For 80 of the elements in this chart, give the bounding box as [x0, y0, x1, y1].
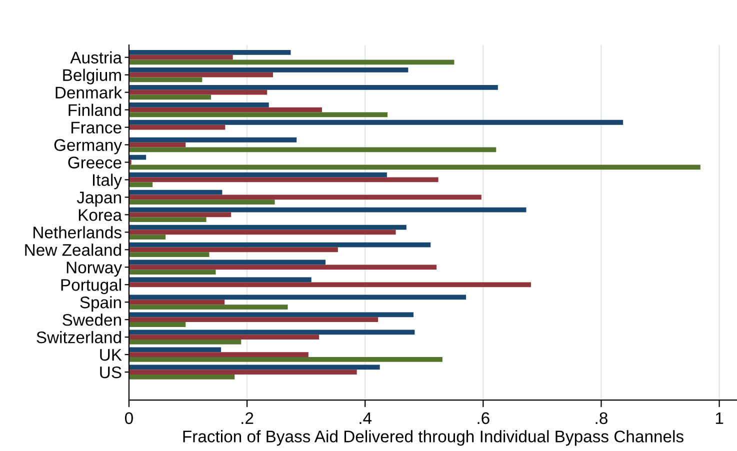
bar — [128, 164, 700, 170]
bar — [128, 154, 146, 160]
y-tick-label: New Zealand — [25, 244, 121, 256]
x-tick-label: .8 — [596, 412, 608, 424]
y-tick-label: Denmark — [56, 86, 122, 99]
bar — [128, 224, 406, 230]
bar — [128, 212, 232, 218]
bar — [128, 67, 408, 72]
y-tick-label: Finland — [68, 104, 121, 116]
y-tick-label: Korea — [78, 209, 122, 221]
y-tick-label: Germany — [54, 139, 122, 154]
bar — [128, 172, 387, 178]
bar — [128, 84, 498, 90]
x-tick-label: .4 — [360, 412, 372, 424]
y-tick-label: Belgium — [63, 68, 121, 84]
bar — [128, 72, 274, 78]
bar — [128, 234, 166, 240]
bar — [128, 364, 380, 370]
bar — [128, 264, 437, 270]
y-tick-label: US — [100, 366, 122, 378]
bar — [128, 357, 442, 362]
bar — [128, 94, 212, 100]
y-tick-label: Norway — [66, 262, 122, 277]
bar — [128, 334, 320, 340]
y-tick-label: Portugal — [61, 278, 121, 294]
x-tick-label: 0 — [124, 412, 133, 424]
bar — [128, 107, 322, 112]
bar — [128, 270, 216, 274]
bar — [128, 190, 222, 195]
bar — [128, 294, 466, 300]
bar — [128, 217, 206, 222]
bar — [128, 340, 242, 344]
bar — [128, 374, 235, 380]
x-tick-label: 1 — [716, 412, 724, 424]
x-tick-label: .6 — [478, 412, 490, 424]
bar — [128, 370, 357, 375]
bar — [128, 77, 202, 82]
bar — [128, 242, 431, 248]
bar — [128, 312, 414, 318]
bar — [128, 347, 222, 352]
bar — [128, 90, 268, 95]
y-tick-label: France — [72, 122, 122, 134]
bar — [128, 147, 496, 152]
y-tick-label: UK — [100, 349, 122, 361]
bar — [128, 282, 531, 288]
x-tick-label: .2 — [242, 412, 254, 424]
bar — [128, 124, 226, 130]
bar — [128, 112, 388, 118]
bar — [128, 260, 326, 265]
bar — [128, 230, 396, 235]
bar — [128, 137, 297, 142]
bar — [128, 194, 482, 200]
bar — [128, 142, 186, 148]
bar — [128, 300, 225, 305]
y-tick-label: Sweden — [62, 314, 121, 326]
x-axis-title: Fraction of Byass Aid Delivered through Individual Bypass Channels — [183, 430, 684, 446]
bar — [128, 352, 308, 358]
bar — [128, 102, 269, 108]
bar — [128, 330, 415, 335]
y-tick-label: Switzerland — [36, 331, 121, 344]
bar — [128, 50, 291, 55]
bar — [128, 207, 526, 212]
bar — [128, 60, 454, 65]
bar — [128, 304, 288, 310]
y-tick-label: Austria — [70, 51, 122, 64]
bar — [128, 177, 438, 182]
y-tick-label: Italy — [93, 174, 122, 190]
y-tick-label: Japan — [76, 192, 121, 207]
bar — [128, 277, 312, 282]
y-tick-label: Netherlands — [34, 226, 122, 238]
bar — [128, 200, 275, 205]
bar — [128, 317, 378, 322]
bar — [128, 182, 153, 188]
bar — [128, 247, 338, 252]
bar — [128, 120, 624, 125]
y-tick-label: Greece — [68, 156, 122, 168]
y-tick-label: Spain — [80, 296, 121, 312]
bar — [128, 54, 233, 60]
bar — [128, 322, 186, 327]
bar — [128, 252, 210, 258]
